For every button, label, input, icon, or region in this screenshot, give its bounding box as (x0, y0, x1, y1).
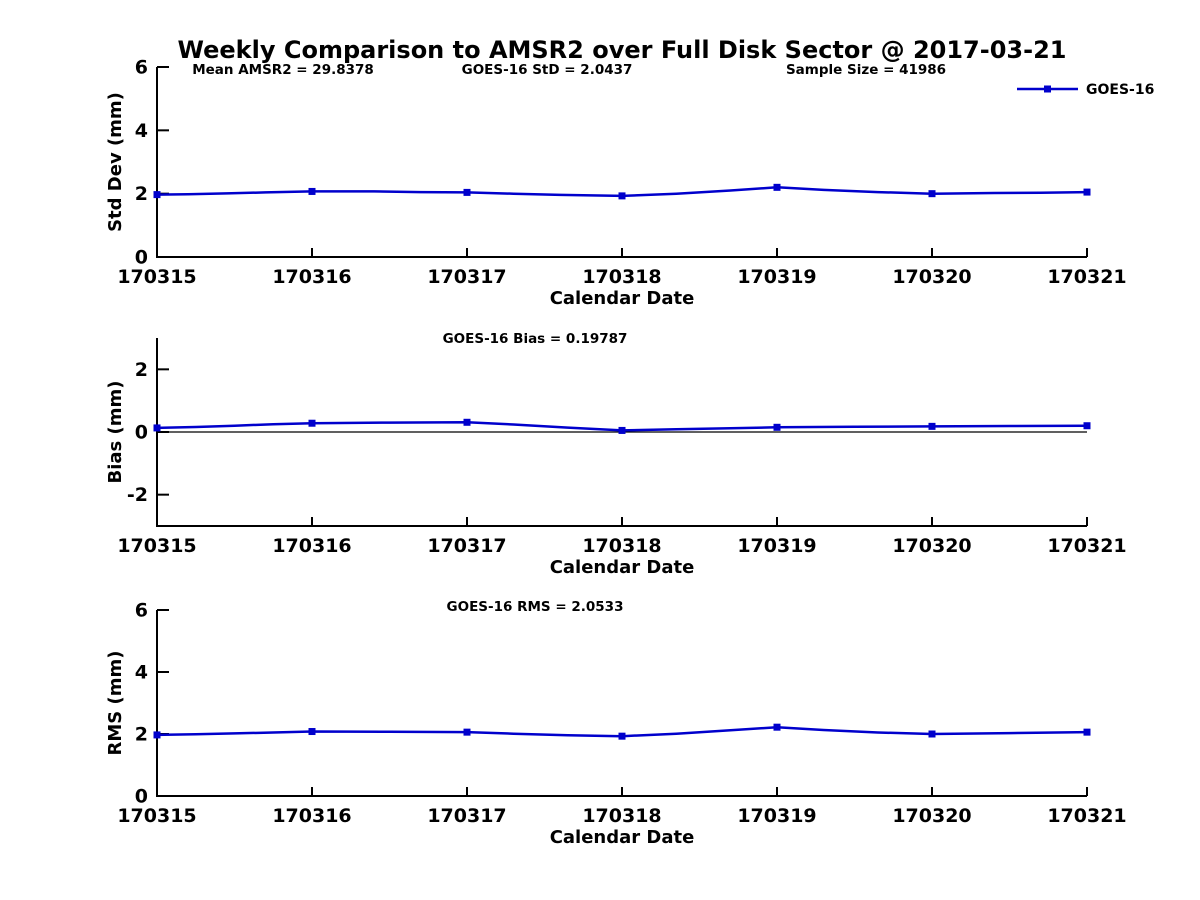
data-point-marker (463, 188, 471, 196)
y-tick-label: -2 (127, 484, 148, 506)
data-point-marker (463, 418, 471, 426)
data-point-marker (618, 426, 626, 434)
x-tick-label: 170315 (117, 535, 196, 557)
series-line-goes-16 (156, 186, 1088, 198)
data-point-marker (1083, 422, 1091, 430)
legend: GOES-16 (1017, 82, 1154, 98)
y-tick-label: 0 (135, 422, 148, 444)
x-tick-label: 170319 (737, 266, 816, 288)
x-tick-label: 170321 (1047, 535, 1126, 557)
y-tick-label: 0 (135, 247, 148, 269)
y-tick-label: 6 (135, 600, 148, 622)
series-line-goes-16 (156, 725, 1088, 738)
data-point-marker (1083, 188, 1091, 196)
x-tick-label: 170320 (892, 535, 971, 557)
data-point-marker (773, 423, 781, 431)
y-tick-label: 4 (135, 120, 148, 142)
x-tick-label: 170318 (582, 805, 661, 827)
y-tick-label: 0 (135, 786, 148, 808)
y-axis-label: Bias (mm) (105, 381, 126, 484)
subplot-bias: -2 0 2 170315 170316 170317 170318 170319 170320… (105, 331, 1127, 578)
x-tick-label: 170317 (427, 535, 506, 557)
y-tick-label: 2 (135, 359, 148, 381)
x-axis-label: Calendar Date (550, 827, 695, 848)
legend-label: GOES-16 (1086, 82, 1154, 98)
data-point-marker (618, 732, 626, 740)
data-point-marker (928, 730, 936, 738)
y-tick-label: 6 (135, 57, 148, 79)
figure-title: Weekly Comparison to AMSR2 over Full Dis… (178, 36, 1067, 64)
data-point-marker (463, 728, 471, 736)
data-point-marker (308, 728, 316, 736)
subplot-std-dev: 0 2 4 6 170315 170316 170317 170318 170319 170320… (105, 57, 1127, 310)
x-tick-label: 170318 (582, 535, 661, 557)
annotation: Sample Size = 41986 (786, 62, 946, 78)
y-axis-label: RMS (mm) (105, 651, 126, 756)
x-tick-label: 170319 (737, 805, 816, 827)
annotation: GOES-16 RMS = 2.0533 (447, 599, 624, 615)
data-point-marker (928, 190, 936, 198)
x-tick-label: 170316 (272, 535, 351, 557)
data-point-marker (153, 424, 161, 432)
x-tick-label: 170315 (117, 805, 196, 827)
subplot-panels: 0 2 4 6 170315 170316 170317 170318 170319 170320… (105, 57, 1127, 849)
data-point-marker (928, 422, 936, 430)
data-point-marker (153, 191, 161, 199)
data-point-marker (153, 731, 161, 739)
data-point-marker (773, 723, 781, 731)
x-axis-label: Calendar Date (550, 557, 695, 578)
y-axis-label: Std Dev (mm) (105, 92, 126, 232)
x-tick-label: 170321 (1047, 266, 1126, 288)
data-point-marker (308, 187, 316, 195)
series-line-goes-16 (156, 421, 1088, 432)
annotation: GOES-16 Bias = 0.19787 (443, 331, 628, 347)
x-axis-label: Calendar Date (550, 288, 695, 309)
x-tick-label: 170317 (427, 805, 506, 827)
x-tick-label: 170319 (737, 535, 816, 557)
x-tick-label: 170316 (272, 805, 351, 827)
x-tick-label: 170316 (272, 266, 351, 288)
x-tick-label: 170315 (117, 266, 196, 288)
x-tick-label: 170318 (582, 266, 661, 288)
legend-marker-icon (1044, 85, 1051, 93)
x-tick-label: 170320 (892, 266, 971, 288)
y-tick-label: 2 (135, 183, 148, 205)
annotation: GOES-16 StD = 2.0437 (462, 62, 633, 78)
annotation: Mean AMSR2 = 29.8378 (192, 62, 374, 78)
subplot-rms: 0 2 4 6 170315 170316 170317 170318 170319 170320… (105, 599, 1127, 848)
data-point-marker (618, 192, 626, 200)
x-tick-label: 170320 (892, 805, 971, 827)
y-tick-label: 4 (135, 662, 148, 684)
data-point-marker (1083, 728, 1091, 736)
x-tick-label: 170321 (1047, 805, 1126, 827)
data-point-marker (773, 183, 781, 191)
y-tick-label: 2 (135, 724, 148, 746)
x-tick-label: 170317 (427, 266, 506, 288)
data-point-marker (308, 419, 316, 427)
